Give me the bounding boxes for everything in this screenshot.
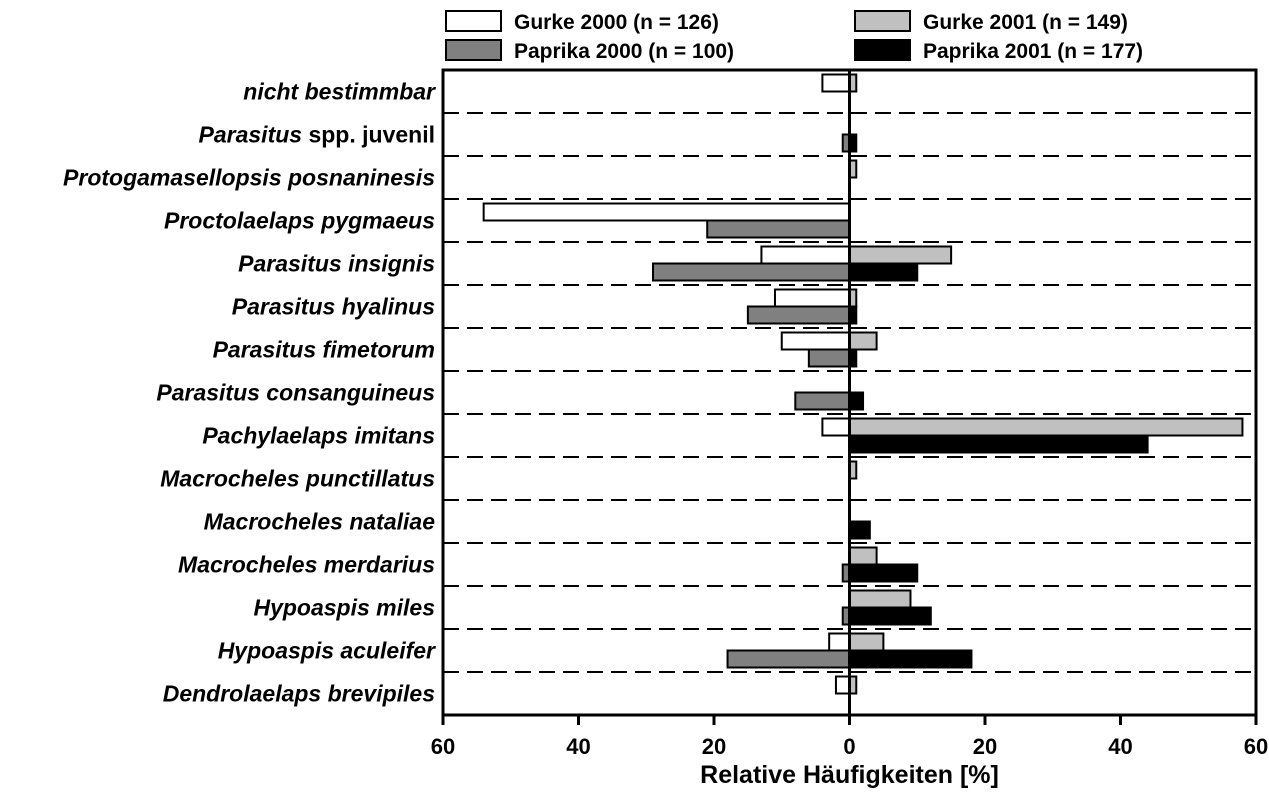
bar-gurke-2000-n-126-5 (773, 288, 851, 308)
legend-label: Paprika 2000 (n = 100) (514, 40, 734, 63)
category-label: Macrocheles punctillatus (160, 466, 435, 492)
bar-paprika-2001-n-177-4 (848, 262, 919, 282)
category-label: Macrocheles merdarius (178, 552, 435, 578)
bar-paprika-2001-n-177-8 (848, 434, 1149, 454)
legend-swatch-paprika-2001-n-177 (854, 39, 911, 61)
category-label: Parasitus fimetorum (213, 337, 435, 363)
category-label: Hypoaspis aculeifer (218, 638, 436, 664)
x-tick-label: 60 (1244, 734, 1268, 759)
category-label: Parasitus hyalinus (232, 294, 435, 320)
bar-gurke-2000-n-126-4 (760, 245, 851, 265)
x-axis: 60 40 20 0 20 40 60 (431, 715, 1268, 759)
bar-paprika-2000-n-100-6 (807, 348, 851, 368)
x-tick-label: 40 (1108, 734, 1132, 759)
category-label: Proctolaelaps pygmaeus (164, 208, 435, 234)
bar-paprika-2001-n-177-7 (848, 391, 865, 411)
bar-gurke-2001-n-149-12 (848, 589, 912, 609)
legend-swatch-paprika-2000-n-100 (445, 39, 502, 61)
category-separators (443, 112, 1256, 673)
legend-swatch-gurke-2000-n-126 (445, 10, 502, 32)
bar-gurke-2000-n-126-0 (821, 73, 851, 93)
category-label: Hypoaspis miles (253, 595, 435, 621)
bar-gurke-2000-n-126-8 (821, 417, 851, 437)
bar-gurke-2001-n-149-4 (848, 245, 953, 265)
legend: Gurke 2000 (n = 126) Gurke 2001 (n = 149)… (445, 10, 1143, 63)
category-label: Macrocheles nataliae (204, 509, 436, 535)
bars (482, 73, 1244, 695)
bar-gurke-2000-n-126-14 (834, 675, 851, 695)
x-tick-label: 0 (843, 734, 855, 759)
bar-paprika-2000-n-100-7 (794, 391, 851, 411)
category-label-genus: Parasitus (199, 122, 303, 148)
x-tick-label: 20 (702, 734, 726, 759)
legend-label: Gurke 2000 (n = 126) (514, 11, 719, 34)
legend-label: Paprika 2001 (n = 177) (923, 40, 1143, 63)
x-tick-label: 20 (973, 734, 997, 759)
legend-swatch-gurke-2001-n-149 (854, 10, 911, 32)
bar-paprika-2000-n-100-13 (726, 649, 851, 669)
bar-paprika-2001-n-177-13 (848, 649, 973, 669)
x-tick-label: 40 (566, 734, 590, 759)
bar-paprika-2001-n-177-10 (848, 520, 871, 540)
x-axis-title: Relative Häufigkeiten [%] (700, 761, 999, 789)
bar-gurke-2001-n-149-13 (848, 632, 885, 652)
category-label: Parasitus consanguineus (156, 380, 435, 406)
bar-gurke-2001-n-149-11 (848, 546, 878, 566)
bar-paprika-2000-n-100-3 (706, 219, 851, 239)
category-label: Protogamasellopsis posnaninesis (63, 165, 435, 191)
legend-label: Gurke 2001 (n = 149) (923, 11, 1128, 34)
category-label: Dendrolaelaps brevipiles (163, 681, 435, 707)
category-labels: nicht bestimmbar Parasitus spp. juvenil Pr… (63, 79, 436, 707)
bar-gurke-2001-n-149-8 (848, 417, 1244, 437)
category-label-rest: spp. juvenil (302, 122, 435, 148)
category-label: Parasitus insignis (238, 251, 435, 277)
bar-gurke-2000-n-126-3 (482, 202, 851, 222)
bar-paprika-2001-n-177-11 (848, 563, 919, 583)
bar-paprika-2001-n-177-12 (848, 606, 932, 626)
category-label: Parasitus spp. juvenil (199, 122, 435, 148)
bar-paprika-2000-n-100-4 (652, 262, 851, 282)
category-label: nicht bestimmbar (243, 79, 436, 105)
x-tick-label: 60 (431, 734, 455, 759)
bar-paprika-2000-n-100-5 (746, 305, 851, 325)
bar-gurke-2000-n-126-6 (780, 331, 851, 351)
category-label: Pachylaelaps imitans (202, 423, 435, 449)
bar-gurke-2001-n-149-6 (848, 331, 878, 351)
bar-gurke-2000-n-126-13 (828, 632, 851, 652)
